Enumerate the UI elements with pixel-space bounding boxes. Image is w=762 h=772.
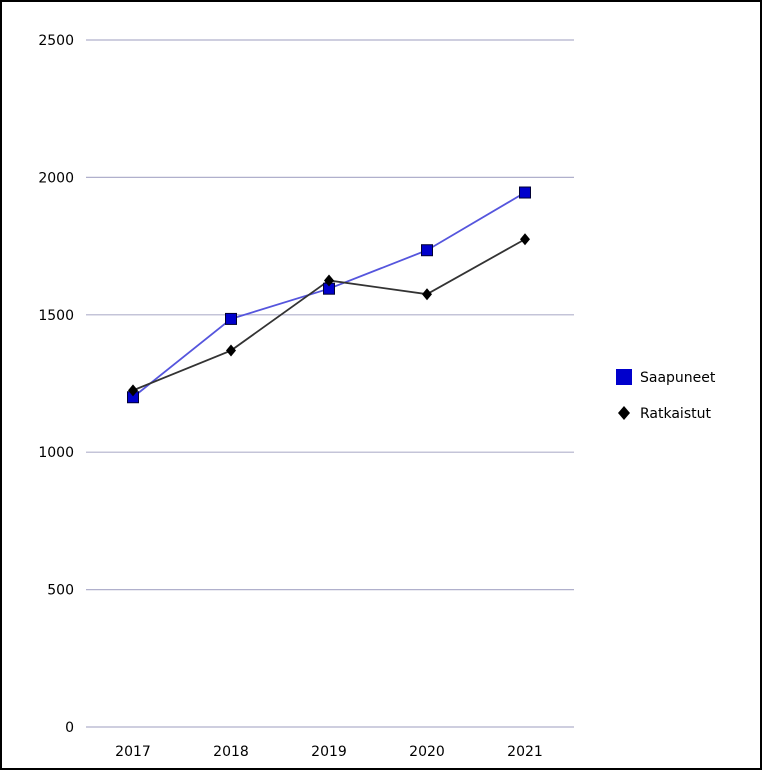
marker-ratkaistut-2020 bbox=[422, 288, 432, 301]
marker-saapuneet-2020 bbox=[421, 244, 433, 257]
x-tick-label-2018: 2018 bbox=[213, 744, 249, 760]
legend: Saapuneet Ratkaistut bbox=[616, 369, 716, 422]
y-tick-label-1500: 1500 bbox=[38, 308, 74, 324]
legend-label-ratkaistut: Ratkaistut bbox=[640, 406, 711, 422]
y-axis: 0 500 1000 1500 2000 2500 bbox=[38, 33, 74, 736]
marker-saapuneet-2021 bbox=[519, 186, 531, 199]
marker-ratkaistut-2018 bbox=[226, 344, 236, 357]
series-lines bbox=[132, 191, 526, 398]
x-axis: 2017 2018 2019 2020 2021 bbox=[115, 744, 543, 760]
y-tick-label-1000: 1000 bbox=[38, 445, 74, 461]
legend-swatch-saapuneet bbox=[616, 369, 632, 385]
y-tick-label-500: 500 bbox=[47, 583, 74, 599]
legend-label-saapuneet: Saapuneet bbox=[640, 370, 716, 386]
y-tick-label-2000: 2000 bbox=[38, 170, 74, 186]
x-tick-label-2020: 2020 bbox=[409, 744, 445, 760]
y-tick-label-0: 0 bbox=[65, 720, 74, 736]
x-tick-label-2019: 2019 bbox=[311, 744, 347, 760]
x-tick-label-2017: 2017 bbox=[115, 744, 151, 760]
legend-swatch-ratkaistut bbox=[618, 406, 630, 420]
marker-ratkaistut-2019 bbox=[324, 274, 334, 287]
x-tick-label-2021: 2021 bbox=[507, 744, 543, 760]
marker-saapuneet-2018 bbox=[225, 312, 237, 325]
marker-ratkaistut-2021 bbox=[520, 233, 530, 246]
gridlines bbox=[86, 39, 574, 728]
marker-ratkaistut-2017 bbox=[128, 384, 138, 397]
series-markers bbox=[127, 186, 531, 404]
y-tick-label-2500: 2500 bbox=[38, 33, 74, 49]
